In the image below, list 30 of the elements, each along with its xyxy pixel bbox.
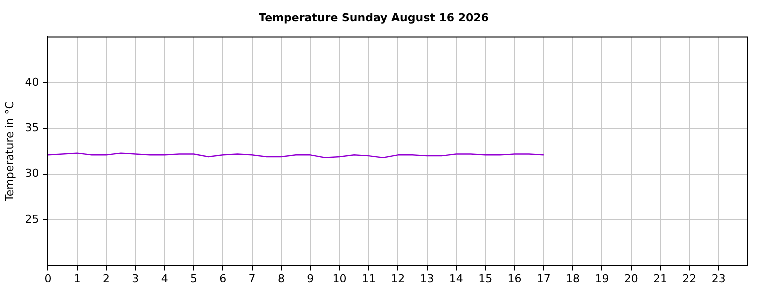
x-tick-label: 6 <box>220 272 227 286</box>
x-tick-label: 17 <box>536 272 551 286</box>
x-tick-label: 1 <box>74 272 81 286</box>
x-tick-label: 14 <box>449 272 464 286</box>
x-tick-label: 8 <box>278 272 285 286</box>
x-tick-label: 10 <box>332 272 347 286</box>
x-tick-label: 23 <box>712 272 726 286</box>
x-tick-label: 16 <box>508 272 522 286</box>
x-tick-label: 7 <box>248 272 256 286</box>
y-tick-label: 35 <box>25 122 40 134</box>
x-tick-label: 18 <box>566 272 580 286</box>
x-tick-label: 12 <box>391 272 406 286</box>
x-tick-label: 21 <box>654 272 668 286</box>
x-tick-label: 5 <box>190 272 198 286</box>
x-tick-label: 11 <box>362 272 376 286</box>
x-tick-label: 9 <box>307 272 314 286</box>
x-tick-label: 3 <box>132 272 140 286</box>
y-tick-label: 25 <box>25 212 40 226</box>
x-tick-label: 20 <box>624 272 638 286</box>
x-tick-label: 0 <box>44 272 52 286</box>
y-tick-label: 40 <box>25 76 40 89</box>
x-tick-label: 2 <box>103 272 110 286</box>
chart-title: Temperature Sunday August 16 2026 <box>259 11 490 24</box>
x-tick-label: 15 <box>478 272 493 286</box>
x-tick-label: 19 <box>595 272 610 286</box>
x-tick-label: 13 <box>420 272 434 286</box>
x-tick-label: 22 <box>682 272 697 286</box>
x-tick-label: 4 <box>161 272 168 286</box>
y-tick-label: 30 <box>25 167 40 180</box>
y-axis-title: Temperature in °C <box>3 101 16 202</box>
